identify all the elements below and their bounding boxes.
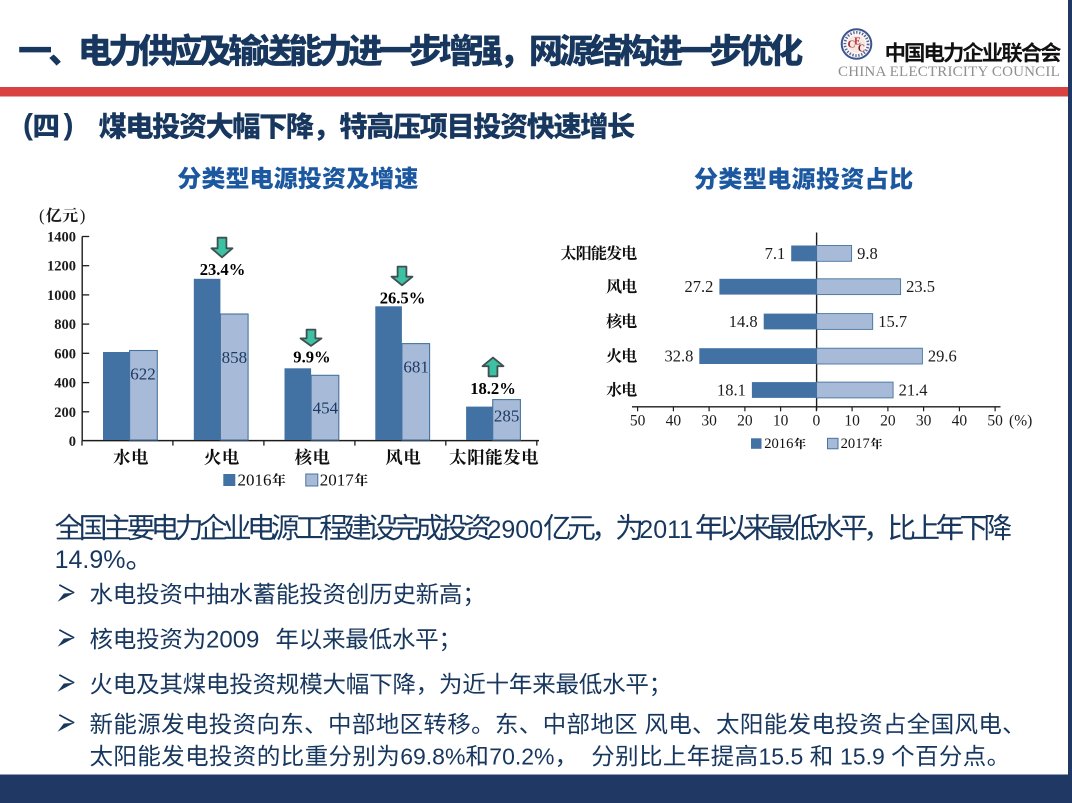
svg-text:): ) [80,206,86,225]
svg-text:9.8: 9.8 [857,244,878,263]
svg-text:2016: 2016 [764,436,793,452]
svg-text:2017: 2017 [841,436,870,452]
svg-text:454: 454 [313,399,339,418]
svg-text:(: ( [23,109,33,142]
svg-text:30: 30 [701,413,717,430]
svg-text:40: 40 [952,413,968,430]
svg-text:10: 10 [773,413,789,430]
svg-text:50: 50 [987,413,1003,430]
svg-text:800: 800 [54,317,76,333]
svg-text:23.4%: 23.4% [200,260,246,279]
svg-text:23.5: 23.5 [906,277,935,296]
svg-text:C: C [848,39,856,51]
svg-text:18.2%: 18.2% [470,379,516,398]
svg-text:1200: 1200 [47,259,76,275]
svg-text:20: 20 [737,413,753,430]
svg-text:C: C [858,44,865,55]
svg-text:40: 40 [666,413,682,430]
svg-text:10: 10 [844,413,860,430]
svg-text:21.4: 21.4 [899,381,928,400]
svg-text:400: 400 [54,376,76,392]
svg-text:14.8: 14.8 [729,312,758,331]
svg-text:15.7: 15.7 [878,312,907,331]
svg-text:50: 50 [630,413,646,430]
svg-text:7.1: 7.1 [765,244,786,263]
svg-text:600: 600 [54,346,76,362]
svg-text:E: E [854,37,861,48]
svg-text:26.5%: 26.5% [380,289,426,308]
svg-text:27.2: 27.2 [685,277,714,296]
svg-text:(: ( [39,206,45,225]
svg-text:(: ( [1009,413,1014,430]
svg-text:1400: 1400 [47,230,76,246]
svg-text:200: 200 [54,405,76,421]
svg-text:20: 20 [880,413,896,430]
svg-text:14.9%: 14.9% [55,546,126,574]
svg-text:15.9: 15.9 [840,744,891,770]
svg-text:69.8%: 69.8% [400,744,465,770]
svg-text:681: 681 [403,358,429,377]
svg-text:2009: 2009 [206,627,266,654]
svg-text:285: 285 [494,406,520,425]
svg-text:CHINA ELECTRICITY COUNCIL: CHINA ELECTRICITY COUNCIL [838,64,1060,80]
svg-text:2016: 2016 [238,471,272,490]
svg-text:%: % [1014,413,1027,430]
svg-text:9.9%: 9.9% [293,348,330,367]
svg-text:): ) [1027,413,1032,430]
svg-text:2017: 2017 [320,471,355,490]
svg-text:30: 30 [916,413,932,430]
svg-text:2011: 2011 [639,516,693,544]
svg-text:): ) [64,109,74,142]
svg-text:0: 0 [69,434,76,450]
svg-text:70.2%: 70.2% [489,744,554,770]
svg-text:32.8: 32.8 [665,347,694,366]
svg-text:858: 858 [222,348,248,367]
svg-text:1000: 1000 [47,288,76,304]
svg-text:2900: 2900 [488,516,544,544]
svg-text:622: 622 [130,365,156,384]
svg-text:0: 0 [813,413,821,430]
svg-text:18.1: 18.1 [717,381,746,400]
svg-text:29.6: 29.6 [928,347,957,366]
svg-text:15.5: 15.5 [759,744,810,770]
